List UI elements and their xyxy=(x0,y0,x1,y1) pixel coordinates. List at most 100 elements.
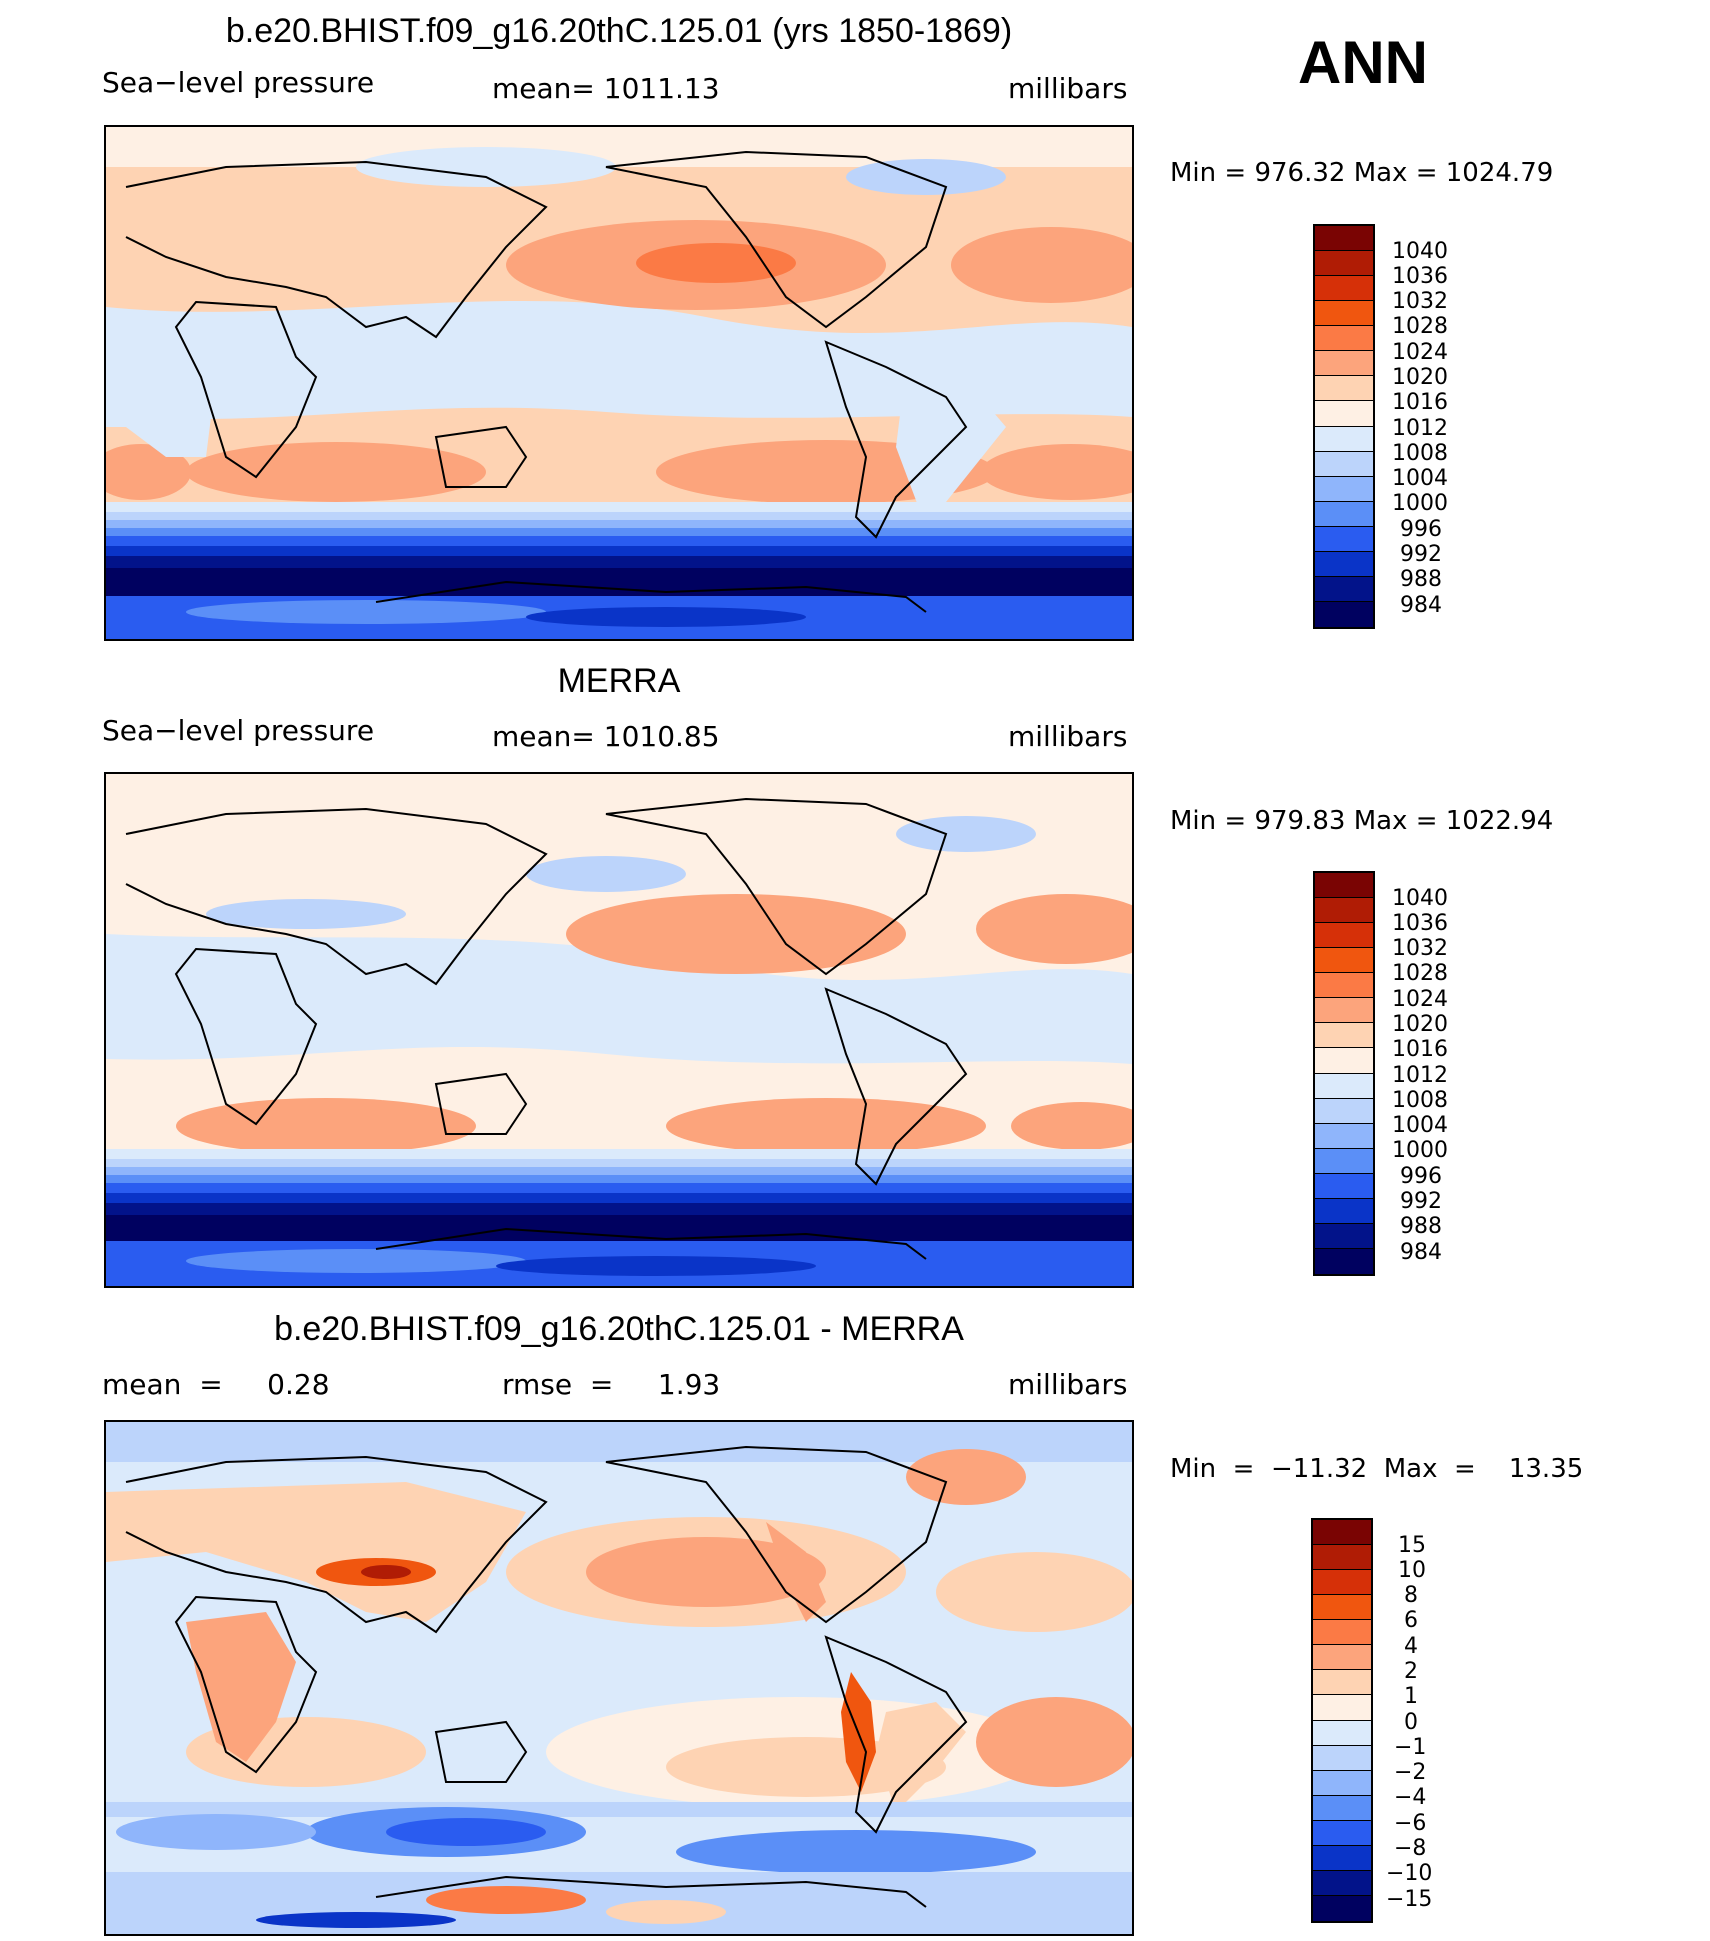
panel-2-colorbar-swatch xyxy=(1315,948,1373,974)
panel-2-colorbar-swatch xyxy=(1315,898,1373,924)
panel-1-mean-label: mean= 1011.13 xyxy=(492,72,720,105)
panel-1-title: b.e20.BHIST.f09_g16.20thC.125.01 (yrs 18… xyxy=(225,12,1013,50)
panel-3-colorbar-tick: 15 xyxy=(1398,1533,1426,1558)
panel-2-colorbar-tick: 1028 xyxy=(1392,961,1448,986)
panel-1-colorbar-swatch xyxy=(1315,601,1373,627)
panel-1-colorbar-tick: 996 xyxy=(1400,517,1442,542)
panel-2-colorbar-tick: 1020 xyxy=(1392,1012,1448,1037)
panel-1-colorbar-swatch xyxy=(1315,351,1373,377)
panel-2-colorbar-swatch xyxy=(1315,1048,1373,1074)
panel-2-colorbar-tick: 1040 xyxy=(1392,886,1448,911)
panel-2-colorbar-swatch xyxy=(1315,1173,1373,1199)
panel-3-colorbar-tick: −4 xyxy=(1394,1785,1427,1810)
panel-1-colorbar-tick: 1020 xyxy=(1392,365,1448,390)
panel-2-colorbar-swatch xyxy=(1315,1073,1373,1099)
panel-3-colorbar-swatch xyxy=(1313,1645,1371,1671)
panel-3-colorbar-swatch xyxy=(1313,1545,1371,1571)
panel-3-colorbar-swatch xyxy=(1313,1720,1371,1746)
panel-1-colorbar-tick: 1040 xyxy=(1392,239,1448,264)
panel-2-colorbar-swatch xyxy=(1315,1023,1373,1049)
panel-3-rmse-label: rmse = 1.93 xyxy=(502,1368,721,1401)
panel-2-colorbar-swatch xyxy=(1315,873,1373,899)
panel-1-colorbar-swatch xyxy=(1315,526,1373,552)
panel-3-map xyxy=(104,1420,1134,1936)
panel-2-title: MERRA xyxy=(557,662,681,700)
panel-1-colorbar-tick: 1008 xyxy=(1392,441,1448,466)
panel-2-colorbar-tick: 1004 xyxy=(1392,1113,1448,1138)
panel-1-colorbar-tick: 1024 xyxy=(1392,340,1448,365)
panel-3-colorbar-swatch xyxy=(1313,1670,1371,1696)
panel-3-colorbar-tick: −10 xyxy=(1386,1861,1433,1886)
panel-1-colorbar-swatch xyxy=(1315,401,1373,427)
panel-1-colorbar-swatch xyxy=(1315,576,1373,602)
panel-1-colorbar-swatch xyxy=(1315,551,1373,577)
panel-1-colorbar-tick: 984 xyxy=(1400,593,1442,618)
panel-3-colorbar-swatch xyxy=(1313,1895,1371,1921)
panel-2-colorbar-tick: 984 xyxy=(1400,1240,1442,1265)
panel-1-colorbar-tick: 1036 xyxy=(1392,264,1448,289)
panel-3-colorbar-tick: 6 xyxy=(1404,1608,1418,1633)
panel-1-colorbar xyxy=(1313,224,1375,629)
season-label: ANN xyxy=(1298,29,1428,96)
panel-3-colorbar-swatch xyxy=(1313,1745,1371,1771)
panel-2-colorbar-swatch xyxy=(1315,1148,1373,1174)
panel-2-map-field xyxy=(106,774,1132,1286)
panel-3-colorbar-swatch xyxy=(1313,1795,1371,1821)
panel-3-colorbar-swatch xyxy=(1313,1595,1371,1621)
panel-3-colorbar-tick: −6 xyxy=(1394,1811,1427,1836)
panel-1-colorbar-swatch xyxy=(1315,276,1373,302)
panel-3-units-label: millibars xyxy=(1008,1368,1128,1401)
panel-3-colorbar-swatch xyxy=(1313,1620,1371,1646)
panel-1-colorbar-swatch xyxy=(1315,326,1373,352)
panel-2-variable-label: Sea−level pressure xyxy=(102,714,375,747)
panel-2-colorbar-tick: 992 xyxy=(1400,1189,1442,1214)
panel-1-minmax: Min = 976.32 Max = 1024.79 xyxy=(1170,158,1554,188)
panel-3-colorbar-swatch xyxy=(1313,1820,1371,1846)
panel-1-colorbar-swatch xyxy=(1315,251,1373,277)
panel-2-colorbar-tick: 988 xyxy=(1400,1214,1442,1239)
panel-3-colorbar-tick: 0 xyxy=(1404,1710,1418,1735)
panel-3-colorbar-tick: 10 xyxy=(1398,1558,1426,1583)
panel-2-colorbar-tick: 1032 xyxy=(1392,936,1448,961)
panel-2-colorbar-swatch xyxy=(1315,1198,1373,1224)
panel-2-colorbar-swatch xyxy=(1315,1248,1373,1274)
panel-1-colorbar-swatch xyxy=(1315,301,1373,327)
panel-3-colorbar-swatch xyxy=(1313,1870,1371,1896)
panel-2-colorbar-tick: 1024 xyxy=(1392,987,1448,1012)
panel-2-minmax: Min = 979.83 Max = 1022.94 xyxy=(1170,806,1554,836)
panel-3-colorbar-tick: −2 xyxy=(1394,1760,1427,1785)
panel-3-colorbar-swatch xyxy=(1313,1845,1371,1871)
panel-3-minmax: Min = −11.32 Max = 13.35 xyxy=(1170,1454,1584,1484)
panel-1-map-field xyxy=(106,127,1132,639)
panel-1-colorbar-tick: 988 xyxy=(1400,567,1442,592)
panel-1-map xyxy=(104,125,1134,641)
panel-3-colorbar-tick: −1 xyxy=(1394,1735,1427,1760)
panel-2-colorbar xyxy=(1313,871,1375,1276)
panel-1-colorbar-tick: 1016 xyxy=(1392,390,1448,415)
panel-2-colorbar-swatch xyxy=(1315,973,1373,999)
panel-2-map xyxy=(104,772,1134,1288)
panel-3-map-field xyxy=(106,1422,1132,1934)
panel-2-colorbar-tick: 1008 xyxy=(1392,1088,1448,1113)
panel-1-colorbar-tick: 1000 xyxy=(1392,491,1448,516)
panel-2-colorbar-tick: 1036 xyxy=(1392,911,1448,936)
panel-2-units-label: millibars xyxy=(1008,720,1128,753)
panel-1-colorbar-swatch xyxy=(1315,501,1373,527)
panel-1-colorbar-tick: 1012 xyxy=(1392,416,1448,441)
panel-2-colorbar-swatch xyxy=(1315,1098,1373,1124)
panel-1-units-label: millibars xyxy=(1008,72,1128,105)
panel-2-colorbar-tick: 1016 xyxy=(1392,1037,1448,1062)
panel-1-colorbar-tick: 1032 xyxy=(1392,289,1448,314)
panel-3-colorbar-swatch xyxy=(1313,1695,1371,1721)
panel-3-colorbar-tick: 1 xyxy=(1404,1684,1418,1709)
panel-3-colorbar-tick: 4 xyxy=(1404,1634,1418,1659)
panel-2-colorbar-tick: 1012 xyxy=(1392,1063,1448,1088)
panel-1-colorbar-swatch xyxy=(1315,426,1373,452)
panel-3-colorbar-tick: −15 xyxy=(1386,1887,1433,1912)
panel-3-colorbar-tick: 2 xyxy=(1404,1659,1418,1684)
panel-3-title: b.e20.BHIST.f09_g16.20thC.125.01 - MERRA xyxy=(274,1310,964,1348)
panel-3-colorbar-swatch xyxy=(1313,1570,1371,1596)
panel-3-colorbar xyxy=(1311,1518,1373,1923)
panel-1-colorbar-tick: 992 xyxy=(1400,542,1442,567)
panel-1-colorbar-tick: 1004 xyxy=(1392,466,1448,491)
